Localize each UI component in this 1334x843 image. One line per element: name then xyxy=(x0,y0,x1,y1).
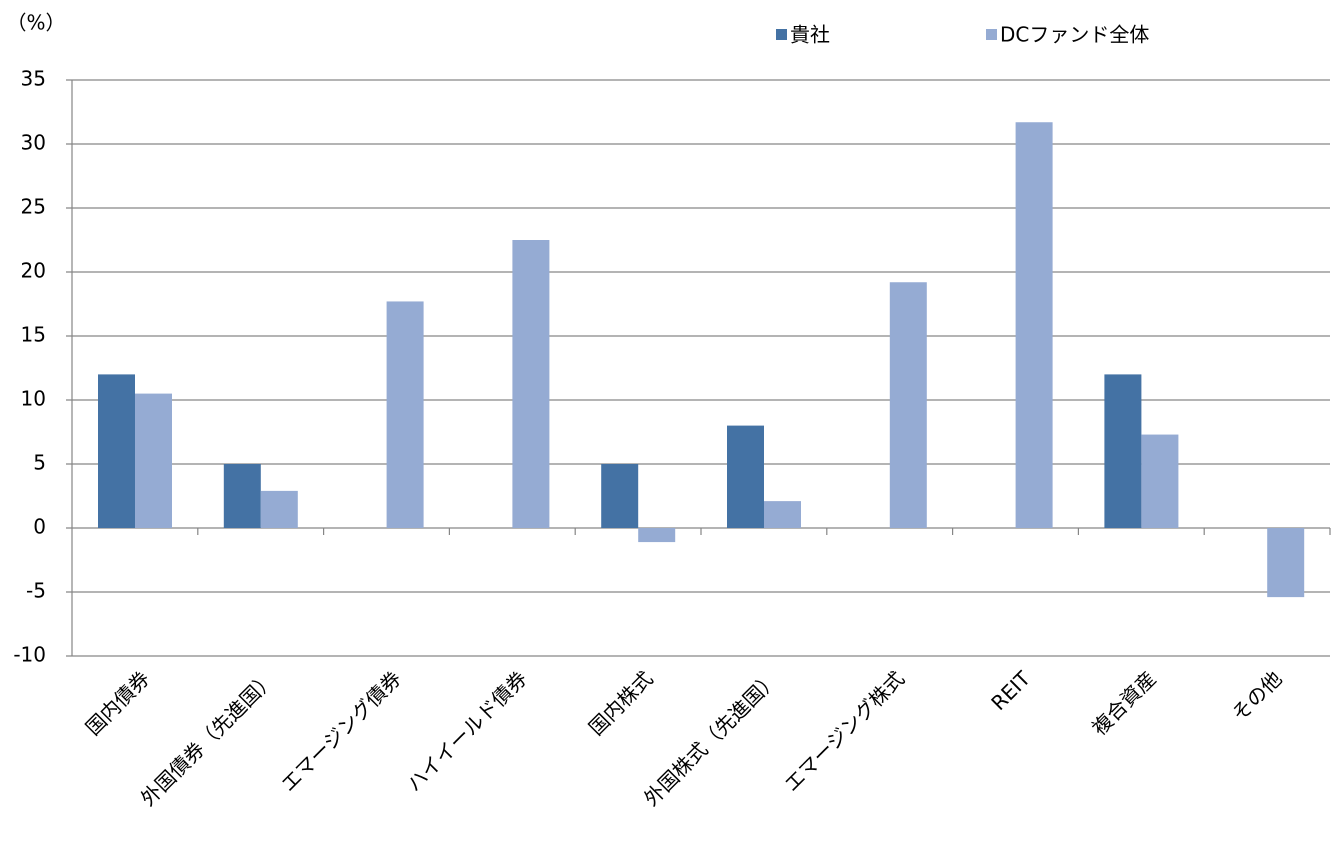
y-tick-label: -5 xyxy=(26,579,46,603)
y-tick-label: 10 xyxy=(21,387,46,411)
x-tick-label: 複合資産 xyxy=(1087,666,1161,740)
bar xyxy=(1267,528,1305,598)
x-tick-label: エマージング株式 xyxy=(779,666,909,796)
x-tick-label: 外国債券（先進国） xyxy=(136,666,280,810)
x-tick-label: 外国株式（先進国） xyxy=(639,666,783,810)
y-tick-label: 15 xyxy=(21,323,46,347)
x-tick-label: その他 xyxy=(1227,666,1286,725)
y-axis-label: （%） xyxy=(6,11,65,35)
legend-label: 貴社 xyxy=(790,23,830,47)
bar xyxy=(512,240,550,528)
y-tick-label: -10 xyxy=(13,643,46,667)
y-tick-label: 35 xyxy=(21,67,46,91)
bar xyxy=(135,393,172,528)
y-tick-label: 5 xyxy=(33,451,46,475)
y-tick-label: 20 xyxy=(21,259,46,283)
bar xyxy=(601,464,639,528)
x-tick-label: REIT xyxy=(986,666,1035,715)
bar xyxy=(98,374,135,528)
x-tick-label: エマージング債券 xyxy=(276,666,406,796)
bar xyxy=(889,282,927,528)
legend-label: DCファンド全体 xyxy=(1000,23,1149,47)
bar xyxy=(223,464,261,528)
legend-swatch xyxy=(776,29,787,40)
y-tick-label: 25 xyxy=(21,195,46,219)
bar xyxy=(1104,374,1142,528)
bar xyxy=(260,490,298,528)
bar xyxy=(1141,434,1179,528)
bar xyxy=(727,425,764,528)
bar xyxy=(638,528,676,543)
bar xyxy=(386,301,424,528)
y-tick-label: 30 xyxy=(21,131,46,155)
y-tick-label: 0 xyxy=(33,515,46,539)
bar xyxy=(764,501,801,528)
x-tick-label: 国内債券 xyxy=(81,666,155,740)
x-tick-label: ハイイールド債券 xyxy=(402,666,532,796)
x-tick-label: 国内株式 xyxy=(584,666,658,740)
legend-swatch xyxy=(986,29,997,40)
bar xyxy=(1015,122,1053,529)
